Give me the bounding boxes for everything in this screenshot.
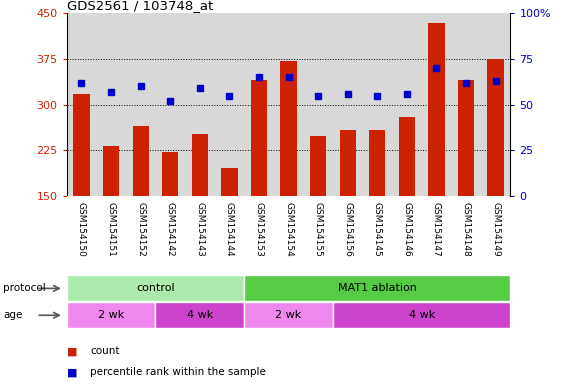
Text: GSM154151: GSM154151 xyxy=(107,202,115,257)
Text: control: control xyxy=(136,283,175,293)
Bar xyxy=(280,61,297,196)
Bar xyxy=(369,130,386,196)
Text: 2 wk: 2 wk xyxy=(98,310,124,320)
Text: 4 wk: 4 wk xyxy=(408,310,435,320)
Text: GSM154145: GSM154145 xyxy=(373,202,382,257)
Bar xyxy=(339,130,356,196)
Text: MAT1 ablation: MAT1 ablation xyxy=(338,283,416,293)
Bar xyxy=(221,169,238,196)
Text: 2 wk: 2 wk xyxy=(276,310,302,320)
Bar xyxy=(251,80,267,196)
Bar xyxy=(244,302,333,328)
Bar xyxy=(244,275,510,301)
Text: GSM154147: GSM154147 xyxy=(432,202,441,257)
Text: count: count xyxy=(90,346,119,356)
Text: GSM154148: GSM154148 xyxy=(462,202,470,257)
Text: GSM154155: GSM154155 xyxy=(314,202,322,257)
Text: GSM154149: GSM154149 xyxy=(491,202,500,257)
Bar xyxy=(67,302,155,328)
Text: 4 wk: 4 wk xyxy=(187,310,213,320)
Text: GSM154144: GSM154144 xyxy=(225,202,234,257)
Text: ■: ■ xyxy=(67,346,77,356)
Bar xyxy=(162,152,179,196)
Text: GSM154150: GSM154150 xyxy=(77,202,86,257)
Text: GSM154146: GSM154146 xyxy=(403,202,411,257)
Text: percentile rank within the sample: percentile rank within the sample xyxy=(90,367,266,377)
Text: age: age xyxy=(3,310,22,320)
Text: GSM154153: GSM154153 xyxy=(255,202,263,257)
Bar xyxy=(103,146,119,196)
Text: GDS2561 / 103748_at: GDS2561 / 103748_at xyxy=(67,0,213,12)
Text: protocol: protocol xyxy=(3,283,46,293)
Bar xyxy=(155,302,244,328)
Text: ■: ■ xyxy=(67,367,77,377)
Text: GSM154143: GSM154143 xyxy=(195,202,204,257)
Text: GSM154154: GSM154154 xyxy=(284,202,293,257)
Bar xyxy=(73,94,90,196)
Bar xyxy=(191,134,208,196)
Text: GSM154152: GSM154152 xyxy=(136,202,145,257)
Bar xyxy=(487,59,504,196)
Bar xyxy=(428,23,445,196)
Text: GSM154142: GSM154142 xyxy=(166,202,175,257)
Bar xyxy=(458,80,474,196)
Bar xyxy=(132,126,149,196)
Bar xyxy=(398,117,415,196)
Bar xyxy=(333,302,510,328)
Text: GSM154156: GSM154156 xyxy=(343,202,352,257)
Bar xyxy=(310,136,327,196)
Bar xyxy=(67,275,244,301)
